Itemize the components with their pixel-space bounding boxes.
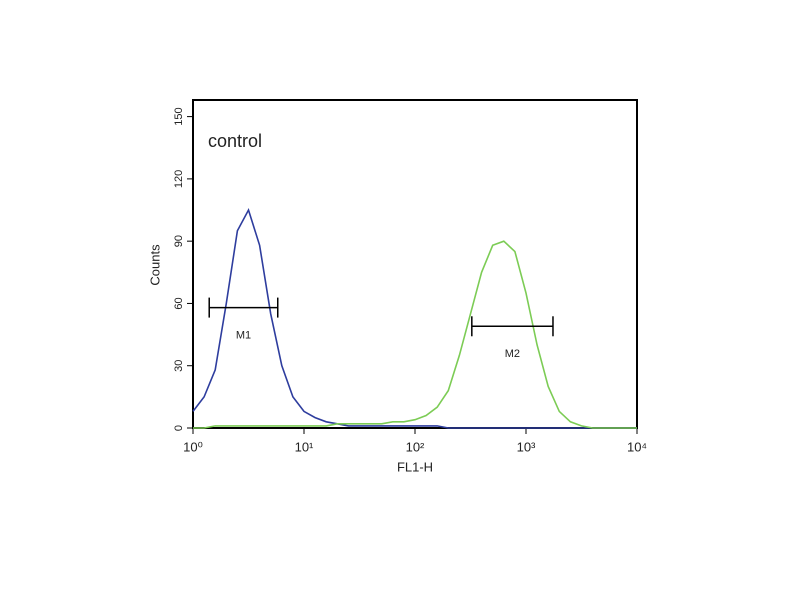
y-tick-label: 60: [173, 297, 185, 309]
marker-label: M2: [505, 348, 520, 360]
x-tick-label: 10³: [517, 439, 536, 454]
histogram-line: [192, 207, 637, 429]
y-tick-label: 30: [173, 360, 185, 372]
histogram-line: [193, 240, 637, 429]
x-tick-label: 10⁴: [627, 439, 647, 454]
x-tick-label: 10²: [406, 439, 425, 454]
y-axis-label: Counts: [147, 244, 162, 286]
x-tick-label: 10¹: [295, 439, 314, 454]
y-tick-label: 0: [173, 425, 185, 431]
y-tick-label: 90: [173, 235, 185, 247]
y-tick-label: 120: [173, 170, 185, 188]
x-tick-label: 10⁰: [183, 439, 203, 454]
annotation: control: [208, 131, 262, 151]
x-axis-label: FL1-H: [397, 459, 433, 474]
marker-label: M1: [236, 330, 251, 342]
y-tick-label: 150: [173, 107, 185, 125]
